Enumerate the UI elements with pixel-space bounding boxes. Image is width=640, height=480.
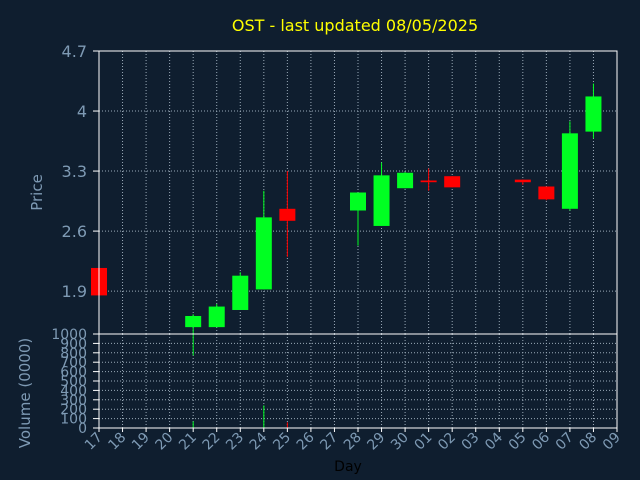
x-tick-label: 01 [412, 430, 436, 454]
candle-body [561, 133, 578, 209]
volume-tick-label: 100 [60, 412, 87, 428]
candle-body [585, 96, 602, 132]
volume-tick-label: 1000 [51, 327, 87, 343]
x-tick-label: 02 [435, 430, 459, 454]
volume-tick-label: 900 [60, 336, 87, 352]
x-tick-label: 29 [364, 430, 388, 454]
x-tick-label: 05 [506, 430, 530, 454]
x-tick-label: 03 [459, 430, 483, 454]
price-tick-label: 4.7 [62, 42, 87, 61]
price-tick-label: 1.9 [62, 282, 87, 301]
price-tick-label: 3.3 [62, 162, 87, 181]
chart-title: OST - last updated 08/05/2025 [232, 16, 478, 35]
x-tick-label: 22 [200, 430, 224, 454]
volume-tick-label: 500 [60, 374, 87, 390]
x-tick-label: 09 [600, 430, 624, 454]
price-tick-label: 4 [77, 102, 87, 121]
candle-body [350, 192, 366, 211]
x-tick-label: 28 [341, 430, 365, 454]
x-tick-label: 27 [317, 430, 341, 454]
candle-body [232, 275, 249, 310]
x-tick-label: 18 [105, 430, 129, 454]
volume-tick-label: 0 [78, 421, 87, 437]
x-tick-label: 21 [176, 430, 200, 454]
x-axis-label: Day [334, 459, 362, 475]
candle-body [514, 179, 531, 183]
x-tick-label: 23 [223, 430, 247, 454]
volume-tick-label: 200 [60, 402, 87, 418]
candle-body [538, 186, 555, 200]
price-tick-label: 2.6 [62, 222, 87, 241]
candle-body [420, 180, 437, 183]
volume-axis-label: Volume (0000) [16, 338, 34, 448]
volume-tick-label: 300 [60, 393, 87, 409]
x-tick-label: 30 [388, 430, 412, 454]
candle-body [397, 172, 414, 189]
candle-body [208, 306, 225, 328]
x-tick-label: 25 [270, 430, 294, 454]
candle-body [255, 217, 272, 290]
price-axis-label: Price [28, 174, 46, 211]
candle-body [279, 208, 296, 221]
x-tick-label: 24 [247, 429, 271, 453]
x-tick-label: 07 [553, 430, 577, 454]
volume-tick-label: 700 [60, 355, 87, 371]
candle-body [185, 315, 202, 328]
x-tick-label: 06 [529, 429, 553, 453]
x-tick-label: 19 [129, 430, 153, 454]
volume-tick-label: 400 [60, 383, 87, 399]
volume-tick-label: 600 [60, 365, 87, 381]
x-tick-label: 20 [153, 430, 177, 454]
x-tick-label: 26 [294, 429, 318, 453]
candle-body [444, 176, 461, 188]
candle-body [373, 175, 390, 226]
volume-tick-label: 800 [60, 346, 87, 362]
x-tick-label: 04 [482, 429, 506, 453]
x-tick-label: 08 [576, 430, 600, 454]
